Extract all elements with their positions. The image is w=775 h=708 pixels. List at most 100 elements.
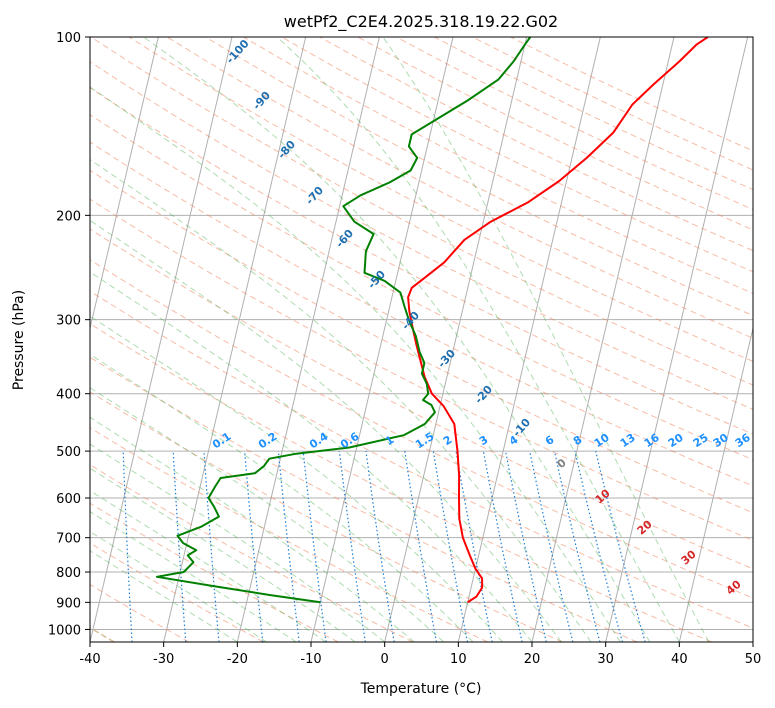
- x-tick-label: 10: [450, 652, 467, 667]
- dry-adiabat-label: -40: [399, 309, 422, 333]
- y-tick-label: 200: [56, 209, 81, 224]
- isotherm-line: [0, 37, 11, 642]
- y-tick-label: 700: [56, 532, 81, 547]
- mixing-ratio-label: 1: [383, 433, 397, 448]
- x-tick-label: -30: [153, 652, 174, 667]
- y-tick-label: 100: [56, 31, 81, 46]
- dry-adiabat-line: [510, 37, 753, 152]
- dry-adiabat-line: [128, 37, 753, 362]
- mixing-ratio-line: [244, 451, 264, 642]
- dry-adiabat-line: [90, 259, 753, 599]
- moist-adiabat-line: [90, 387, 444, 642]
- moist-adiabat-line: [90, 467, 356, 642]
- isotherm-line: [90, 37, 159, 331]
- dry-adiabat-line: [90, 37, 753, 386]
- isotherm-line: [384, 37, 528, 642]
- x-tick-label: 40: [671, 652, 688, 667]
- dry-adiabat-line: [90, 323, 712, 642]
- y-tick-label: 800: [56, 566, 81, 581]
- mixing-ratio-label: 36: [733, 431, 753, 450]
- mixing-ratio-label: 0.4: [307, 430, 331, 452]
- isotherm-line: [531, 37, 675, 642]
- mixing-ratio-line: [277, 451, 300, 642]
- mixing-ratio-line: [482, 450, 523, 642]
- isotherm-line: [605, 37, 749, 642]
- mixing-ratio-line: [302, 451, 327, 642]
- dry-adiabat-label: -90: [250, 89, 273, 113]
- x-tick-label: -10: [300, 652, 321, 667]
- moist-adiabat-line: [90, 443, 385, 642]
- mixing-ratio-line: [504, 450, 547, 642]
- moist-adiabat-line: [276, 37, 680, 642]
- isotherm-line: [457, 37, 601, 642]
- dry-adiabat-line: [90, 502, 339, 642]
- mixing-ratio-line: [338, 451, 366, 642]
- plot-area: [0, 37, 753, 642]
- y-axis-ticks: 100 200 300 400 500 600 700 800 900 1000: [48, 31, 90, 638]
- mixing-ratio-label: 6: [543, 433, 557, 448]
- y-axis-label: Pressure (hPa): [11, 290, 27, 390]
- plot-frame: [89, 36, 754, 643]
- isotherm-line: [163, 37, 307, 642]
- isotherm-label: 30: [679, 547, 699, 567]
- dry-adiabat-label: -50: [365, 268, 388, 292]
- y-tick-label: 1000: [48, 623, 81, 638]
- temperature-line: [407, 37, 709, 604]
- moist-adiabat-line: [90, 490, 326, 642]
- dry-adiabat-line: [90, 141, 753, 487]
- mixing-ratio-line: [404, 451, 437, 642]
- dry-adiabat-line: [90, 427, 488, 642]
- dry-adiabat-line: [90, 583, 190, 642]
- x-tick-label: 20: [524, 652, 541, 667]
- mixing-ratio-label: 20: [666, 431, 686, 450]
- dry-adiabat-line: [90, 391, 563, 642]
- moist-adiabat-line: [90, 219, 562, 642]
- dry-adiabat-line: [205, 37, 753, 317]
- moist-adiabat-line: [143, 37, 651, 642]
- x-axis-ticks: -40 -30 -20 -10 0 10 20 30 40 50: [79, 642, 761, 667]
- mixing-ratio-label: 16: [642, 431, 662, 450]
- dry-adiabat-line: [90, 198, 753, 541]
- y-tick-label: 500: [56, 445, 81, 460]
- dry-adiabat-line: [90, 114, 753, 461]
- moist-adiabat-line: [90, 531, 268, 642]
- mixing-ratio-line: [553, 450, 601, 642]
- moist-adiabat-line: [90, 550, 238, 642]
- dry-adiabat-line: [90, 542, 264, 642]
- dewpoint-line: [155, 37, 532, 604]
- data-series: [155, 37, 709, 604]
- isopleth-labels: 0.1 0.2 0.4 0.6 1 1.5 2 3 4 6 8 10 13 16 20 25 30 36-100-…: [210, 37, 753, 598]
- moist-adiabat-line: [90, 511, 297, 642]
- mixing-ratio-label: 0.1: [210, 430, 233, 452]
- mixing-ratio-line: [455, 451, 493, 642]
- y-tick-label: 400: [56, 388, 81, 403]
- isotherm-line: [752, 639, 753, 642]
- x-axis-label: Temperature (°C): [360, 681, 482, 697]
- dry-adiabat-line: [90, 356, 638, 642]
- mixing-ratio-line: [574, 450, 623, 642]
- dry-adiabat-line: [90, 87, 753, 435]
- dry-adiabat-label: -80: [275, 138, 298, 162]
- dry-adiabat-line: [90, 228, 753, 570]
- isotherm-line: [678, 325, 753, 642]
- mixing-ratio-label: 3: [477, 433, 491, 448]
- isotherm-label: 40: [724, 577, 744, 597]
- dry-adiabat-label: -60: [333, 227, 356, 251]
- isotherm-line: [310, 37, 454, 642]
- moist-adiabat-line: [90, 158, 592, 642]
- x-tick-label: 50: [745, 652, 762, 667]
- mixing-ratio-label: 8: [571, 433, 585, 448]
- mixing-ratio-line: [529, 450, 574, 642]
- isotherm-label: 20: [635, 517, 655, 537]
- y-tick-label: 300: [56, 314, 81, 329]
- chart-title: wetPf2_C2E4.2025.318.19.22.G02: [284, 12, 558, 32]
- isotherm-line: [236, 37, 380, 642]
- dry-adiabat-line: [319, 37, 753, 252]
- mixing-ratio-label: 2: [441, 433, 455, 448]
- moist-adiabat-line: [90, 416, 415, 642]
- dry-adiabat-line: [395, 37, 753, 211]
- y-tick-label: 600: [56, 492, 81, 507]
- x-tick-label: -40: [79, 652, 100, 667]
- dry-adiabat-line: [90, 464, 414, 642]
